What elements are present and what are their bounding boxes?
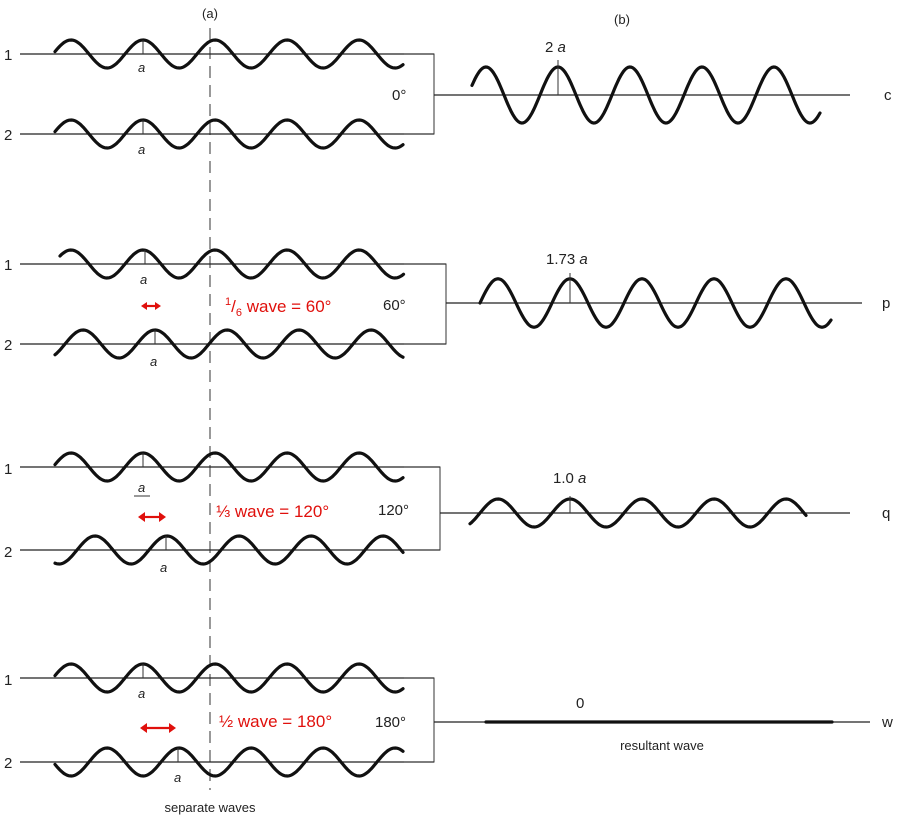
wave1-number: 1 <box>4 257 12 274</box>
wave2-number: 2 <box>4 755 12 772</box>
amplitude-label-2: a <box>174 770 181 785</box>
amplitude-label-2: a <box>150 354 157 369</box>
phase-label: 120° <box>378 502 409 519</box>
resultant-amplitude-label: 1.73 a <box>546 251 588 268</box>
wave1 <box>53 662 405 694</box>
arrowhead <box>159 512 166 522</box>
phase-shift-annotation: ⅓ wave = 120° <box>216 502 329 521</box>
resultant-letter: c <box>884 87 892 104</box>
wave2-number: 2 <box>4 544 12 561</box>
wave2-number: 2 <box>4 337 12 354</box>
row-180deg: 1 2 a a ½ wave = 180° 180° 0 w resultant… <box>4 662 893 785</box>
wave2-number: 2 <box>4 127 12 144</box>
combine-bracket <box>404 53 435 135</box>
wave2 <box>53 534 405 566</box>
arrowhead <box>140 723 147 733</box>
arrowhead <box>138 512 145 522</box>
resultant-wave <box>478 277 833 329</box>
caption-separate-waves: separate waves <box>164 800 256 815</box>
amplitude-label-1: a <box>138 480 145 495</box>
arrowhead <box>141 302 147 310</box>
phase-shift-annotation: ½ wave = 180° <box>219 712 332 731</box>
resultant-wave <box>468 497 808 529</box>
resultant-letter: p <box>882 295 890 312</box>
amplitude-label-2: a <box>138 142 145 157</box>
combine-bracket <box>404 466 441 551</box>
row-60deg: 1 2 a a 1/6 wave = 60° 60° 1.73 a p <box>4 248 890 369</box>
resultant-wave <box>470 65 822 125</box>
caption-resultant-wave: resultant wave <box>620 738 704 753</box>
phase-label: 180° <box>375 714 406 731</box>
amplitude-label-2: a <box>160 560 167 575</box>
resultant-letter: w <box>881 714 893 731</box>
resultant-amplitude-label: 0 <box>576 695 584 712</box>
wave1 <box>53 38 405 70</box>
amplitude-label-1: a <box>138 60 145 75</box>
row-0deg: 1 2 a a 0° 2 a c <box>4 38 892 157</box>
wave2 <box>53 118 405 150</box>
wave1-number: 1 <box>4 672 12 689</box>
phase-label: 0° <box>392 87 406 104</box>
wave1 <box>58 248 406 280</box>
arrowhead <box>169 723 176 733</box>
phase-shift-annotation: 1/6 wave = 60° <box>225 296 331 319</box>
row-120deg: 1 2 a a ⅓ wave = 120° 120° 1.0 a q <box>4 451 890 575</box>
arrowhead <box>155 302 161 310</box>
resultant-letter: q <box>882 505 890 522</box>
resultant-amplitude-label: 2 a <box>545 39 566 56</box>
wave1 <box>53 451 405 483</box>
combine-bracket <box>404 263 447 345</box>
combine-bracket <box>404 677 435 763</box>
wave2 <box>53 328 405 360</box>
amplitude-label-1: a <box>138 686 145 701</box>
wave1-number: 1 <box>4 47 12 64</box>
amplitude-label-1: a <box>140 272 147 287</box>
phase-label: 60° <box>383 297 406 314</box>
panel-label-a: (a) <box>202 6 218 21</box>
wave2 <box>53 746 405 778</box>
panel-label-b: (b) <box>614 12 630 27</box>
resultant-amplitude-label: 1.0 a <box>553 470 586 487</box>
wave1-number: 1 <box>4 461 12 478</box>
